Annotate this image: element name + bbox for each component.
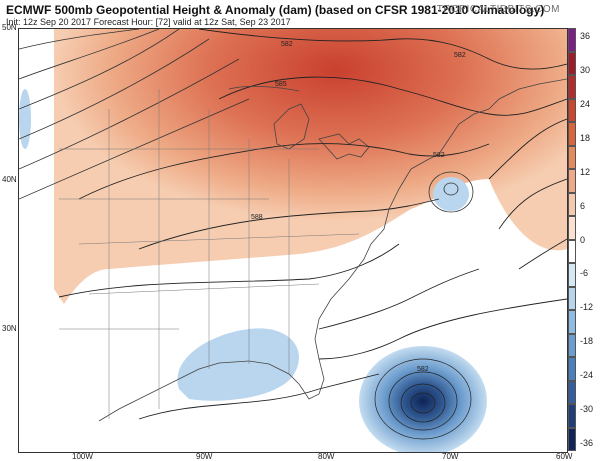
colorbar-label: -12 — [580, 302, 594, 313]
colorbar-swatch — [568, 239, 576, 263]
colorbar-label: -24 — [580, 370, 594, 381]
hurricane-contours — [374, 358, 472, 440]
height-contours — [58, 29, 567, 420]
colorbar-label: 36 — [580, 31, 591, 41]
colorbar-swatch — [568, 427, 576, 451]
colorbar-swatch — [568, 310, 576, 334]
contour-label-582-s: 582 — [417, 366, 429, 373]
contour-label-582-n: 582 — [454, 52, 466, 59]
lat-label-30n: 30N — [2, 324, 17, 333]
colorbar-swatch — [568, 286, 576, 310]
contour-label-582: 582 — [281, 41, 293, 48]
colorbar-swatch — [568, 169, 576, 193]
colorbar-label: 18 — [580, 132, 591, 143]
brand-watermark: TROPICALTIDBITS.COM — [436, 4, 560, 15]
map-panel: 582 585 588 582 582 582 — [18, 28, 568, 453]
colorbar-swatch — [568, 357, 576, 381]
state-borders — [59, 89, 360, 419]
colorbar-swatch — [568, 263, 576, 287]
lon-label-60w: 60W — [556, 452, 573, 461]
lat-label-50n: 50N — [2, 23, 17, 32]
negative-anomaly-west — [19, 89, 31, 149]
colorbar-swatch — [568, 51, 576, 75]
colorbar-swatch — [568, 333, 576, 357]
cutoff-low-anomaly — [433, 177, 469, 211]
map-canvas: 582 585 588 582 582 582 — [19, 29, 567, 452]
contour-label-582-ne: 582 — [433, 152, 445, 159]
lon-label-90w: 90W — [196, 452, 213, 461]
lon-label-80w: 80W — [318, 452, 335, 461]
map-title: ECMWF 500mb Geopotential Height & Anomal… — [6, 3, 545, 17]
colorbar-swatch — [568, 28, 576, 52]
colorbar-label: -18 — [580, 336, 594, 347]
positive-anomaly-region — [54, 29, 567, 304]
forecast-info: Init: 12z Sep 20 2017 Forecast Hour: [72… — [6, 17, 291, 27]
colorbar-swatch — [568, 192, 576, 216]
colorbar-label: 12 — [580, 166, 591, 177]
colorbar-swatch — [568, 216, 576, 240]
colorbar-swatch — [568, 122, 576, 146]
lon-label-70w: 70W — [442, 452, 459, 461]
colorbar-label: 30 — [580, 64, 591, 75]
colorbar-swatch — [568, 404, 576, 428]
negative-anomaly-gulf — [177, 328, 299, 401]
low-outer-contour — [428, 171, 474, 213]
low-inner-contour — [443, 182, 459, 196]
hurricane-anomaly — [359, 346, 487, 452]
nw-contours — [19, 29, 250, 200]
colorbar-label: -6 — [580, 268, 589, 279]
coastline — [98, 78, 567, 422]
colorbar-swatch — [568, 145, 576, 169]
colorbar-swatch — [568, 98, 576, 122]
anomaly-colorbar: 36 30 24 18 12 6 0 -6 -12 -18 -24 -30 -36 — [568, 28, 598, 451]
contour-label-588: 588 — [251, 214, 263, 221]
colorbar-swatch — [568, 75, 576, 99]
colorbar-swatch — [568, 380, 576, 404]
colorbar-label: 24 — [580, 98, 591, 109]
colorbar-label: -30 — [580, 404, 594, 415]
lat-label-40n: 40N — [2, 175, 17, 184]
colorbar-label: 0 — [580, 234, 586, 245]
colorbar-label: 6 — [580, 200, 586, 211]
contour-label-585: 585 — [275, 81, 287, 88]
colorbar-label: -36 — [580, 438, 594, 448]
lon-label-100w: 100W — [72, 452, 93, 461]
